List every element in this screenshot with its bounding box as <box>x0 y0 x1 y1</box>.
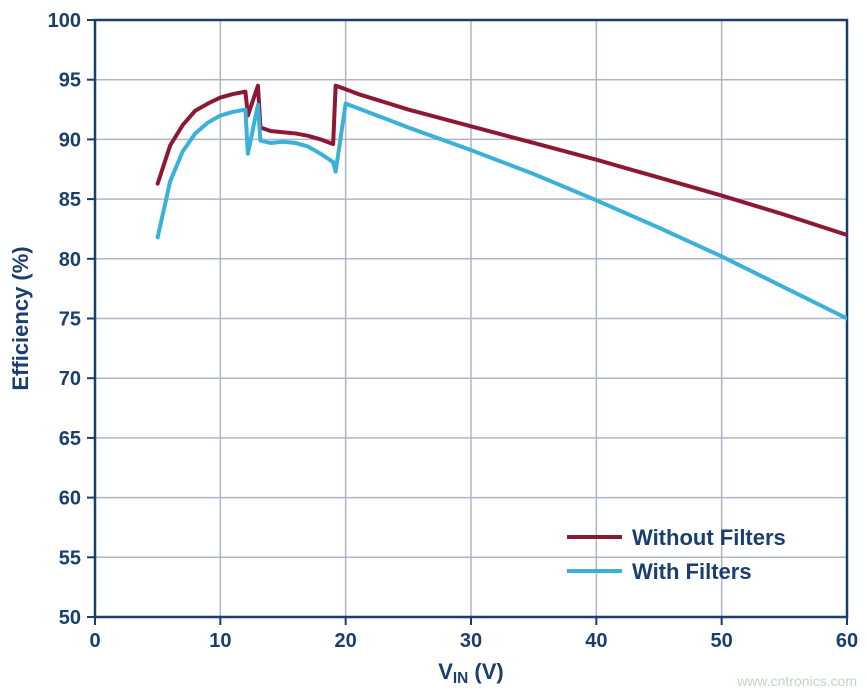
svg-text:10: 10 <box>209 630 231 652</box>
legend-label: Without Filters <box>632 525 786 550</box>
svg-text:VIN (V): VIN (V) <box>438 659 504 687</box>
svg-text:0: 0 <box>89 630 100 652</box>
svg-text:55: 55 <box>59 547 81 569</box>
svg-text:Efficiency (%): Efficiency (%) <box>8 246 33 390</box>
svg-text:100: 100 <box>48 10 81 32</box>
svg-text:75: 75 <box>59 309 81 331</box>
svg-text:60: 60 <box>59 488 81 510</box>
chart-svg: 0 10 20 30 40 50 60 50 55 60 65 70 75 80 85 90 95 100 VIN … <box>0 0 867 692</box>
svg-text:95: 95 <box>59 70 81 92</box>
svg-text:60: 60 <box>836 630 858 652</box>
svg-text:85: 85 <box>59 189 81 211</box>
svg-text:80: 80 <box>59 249 81 271</box>
legend-label: With Filters <box>632 559 752 584</box>
svg-text:70: 70 <box>59 368 81 390</box>
svg-text:30: 30 <box>460 630 482 652</box>
svg-text:65: 65 <box>59 428 81 450</box>
svg-text:50: 50 <box>711 630 733 652</box>
svg-text:50: 50 <box>59 607 81 629</box>
efficiency-chart: 0 10 20 30 40 50 60 50 55 60 65 70 75 80 85 90 95 100 VIN … <box>0 0 867 692</box>
svg-text:40: 40 <box>585 630 607 652</box>
svg-text:20: 20 <box>335 630 357 652</box>
svg-text:90: 90 <box>59 129 81 151</box>
watermark: www.cntronics.com <box>736 673 857 689</box>
